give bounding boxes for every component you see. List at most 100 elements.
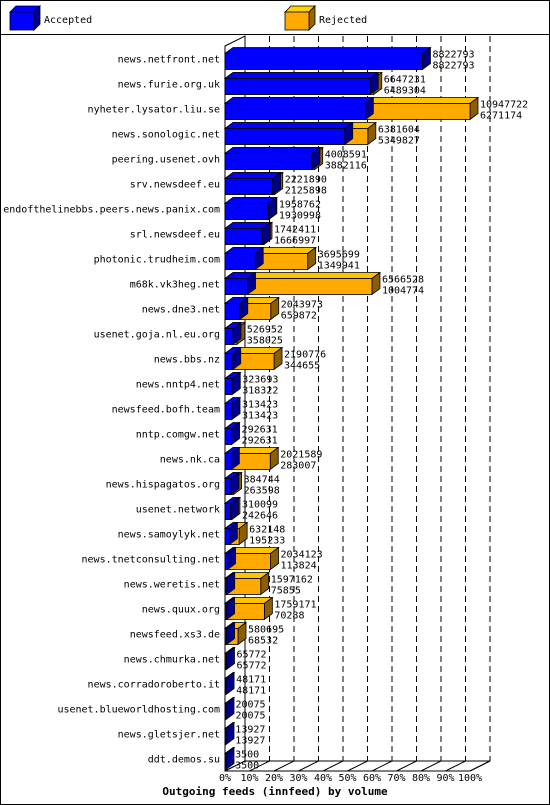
value-label-accepted: 70288 — [274, 611, 304, 622]
bar-accepted-front — [224, 603, 227, 620]
bar-rejected — [223, 596, 274, 621]
bar-accepted-front — [224, 228, 263, 245]
category-label: news.sonologic.net — [112, 130, 220, 141]
bar-accepted-front — [224, 53, 423, 70]
value-label-offered: 10947722 — [480, 100, 528, 111]
legend-swatch-front — [284, 11, 310, 31]
bar-accepted-top — [223, 197, 278, 204]
value-label-accepted: 6271174 — [480, 111, 522, 122]
bar-accepted — [223, 721, 236, 746]
x-tick-label: 50% — [338, 773, 356, 784]
legend-label-rejected: Rejected — [319, 15, 367, 26]
category-label: peering.usenet.ovh — [112, 155, 220, 166]
category-label: srv.newsdeef.eu — [130, 180, 220, 191]
bar-accepted — [223, 571, 236, 596]
value-label-offered: 2034123 — [281, 550, 323, 561]
bar-accepted-front — [224, 303, 241, 320]
value-label-accepted: 6489304 — [384, 86, 426, 97]
value-label-accepted: 242646 — [242, 511, 278, 522]
bar-accepted — [223, 521, 239, 546]
category-label: ddt.demos.su — [148, 755, 220, 766]
value-label-accepted: 68532 — [248, 636, 278, 647]
category-label: news.corradoroberto.it — [88, 680, 220, 691]
value-label-offered: 1958762 — [279, 200, 321, 211]
bar-accepted — [223, 121, 354, 146]
category-label: newsfeed.bofh.team — [112, 405, 220, 416]
category-label: endofthelinebbs.peers.news.panix.com — [3, 205, 220, 216]
bar-accepted-front — [224, 328, 234, 345]
bar-accepted-top — [223, 122, 354, 129]
category-label: news.weretis.net — [124, 580, 220, 591]
category-label: news.gletsjer.net — [118, 730, 220, 741]
bar-accepted — [223, 171, 282, 196]
value-label-accepted: 1349941 — [318, 261, 360, 272]
value-label-offered: 65772 — [236, 650, 266, 661]
value-label-offered: 3695699 — [318, 250, 360, 261]
bar-accepted-front — [224, 478, 232, 495]
value-label-offered: 384744 — [244, 475, 280, 486]
value-label-offered: 526952 — [247, 325, 283, 336]
bar-accepted-front — [224, 103, 366, 120]
bar-accepted — [223, 371, 242, 396]
bar-accepted-front — [224, 178, 273, 195]
value-label-offered: 4008591 — [325, 150, 367, 161]
value-label-offered: 1742411 — [274, 225, 316, 236]
value-label-accepted: 3882116 — [325, 161, 367, 172]
floor-gridline — [298, 760, 319, 772]
category-label: photonic.trudheim.com — [94, 255, 220, 266]
value-label-offered: 1597162 — [271, 575, 313, 586]
value-label-offered: 313423 — [242, 400, 278, 411]
legend-swatch-front — [9, 11, 35, 31]
value-label-accepted: 195233 — [249, 536, 285, 547]
bar-accepted-front — [224, 503, 231, 520]
category-label: nyheter.lysator.liu.se — [88, 105, 220, 116]
value-label-accepted: 75855 — [271, 586, 301, 597]
x-tick-label: 40% — [314, 773, 332, 784]
bar-accepted — [223, 46, 432, 71]
value-label-accepted: 283007 — [280, 461, 316, 472]
category-label: news.dne3.net — [142, 305, 220, 316]
bar-accepted — [223, 471, 241, 496]
bar-accepted — [223, 496, 240, 521]
bar-accepted-front — [224, 403, 233, 420]
value-label-accepted: 344655 — [284, 361, 320, 372]
category-label: usenet.network — [136, 505, 220, 516]
bar-accepted — [223, 396, 242, 421]
bar-accepted-front — [224, 703, 227, 720]
bar-accepted-front — [224, 628, 227, 645]
value-label-offered: 6381604 — [378, 125, 420, 136]
value-label-accepted: 113824 — [281, 561, 317, 572]
category-label: srl.newsdeef.eu — [130, 230, 220, 241]
value-label-accepted: 1930998 — [279, 211, 321, 222]
x-tick-label: 20% — [265, 773, 283, 784]
bar-accepted — [223, 71, 380, 96]
value-label-offered: 3500 — [235, 750, 259, 761]
value-label-accepted: 292631 — [242, 436, 278, 447]
bar-accepted — [223, 196, 278, 221]
category-label: news.quux.org — [142, 605, 220, 616]
bar-accepted-front — [224, 253, 256, 270]
bar-accepted — [223, 696, 236, 721]
bar-accepted-front — [224, 453, 232, 470]
x-tick-label: 90% — [436, 773, 454, 784]
bar-rejected — [223, 271, 382, 296]
value-label-offered: 310099 — [242, 500, 278, 511]
value-label-offered: 6566528 — [382, 275, 424, 286]
value-label-offered: 2043973 — [281, 300, 323, 311]
bar-accepted-top — [223, 97, 375, 104]
bar-accepted-front — [224, 203, 269, 220]
floor-gridline — [469, 760, 491, 772]
bar-accepted — [223, 96, 375, 121]
bar-accepted — [223, 421, 241, 446]
bar-accepted-top — [223, 47, 432, 54]
x-tick-label: 60% — [363, 773, 381, 784]
bar-accepted — [223, 246, 265, 271]
bar-accepted — [223, 296, 249, 321]
value-label-accepted: 13927 — [235, 736, 265, 747]
value-label-offered: 1759171 — [274, 600, 316, 611]
value-label-accepted: 5349827 — [378, 136, 420, 147]
category-label: news.nk.ca — [160, 455, 220, 466]
value-label-offered: 13927 — [235, 725, 265, 736]
bar-accepted — [223, 671, 236, 696]
